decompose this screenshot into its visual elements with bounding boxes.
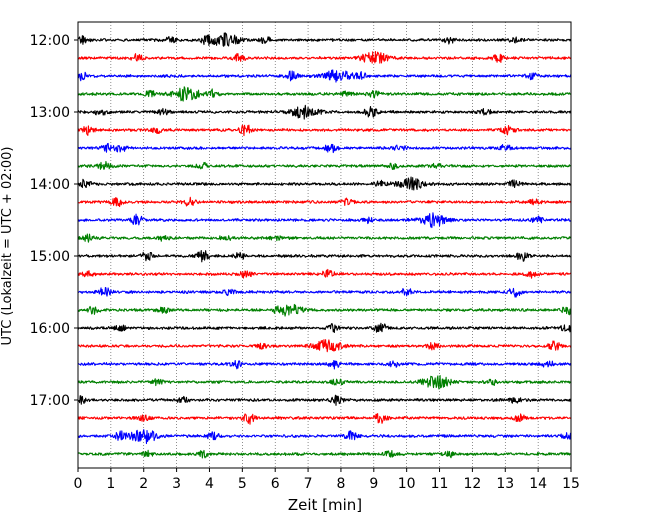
plot-frame bbox=[77, 21, 572, 469]
trace-1600 bbox=[77, 322, 572, 333]
y-tick-label: 13:00 bbox=[30, 105, 70, 121]
x-tick-label: 1 bbox=[106, 476, 115, 492]
trace-1530 bbox=[77, 286, 572, 298]
x-tick-label: 15 bbox=[562, 476, 580, 492]
trace-1230 bbox=[77, 69, 572, 83]
x-tick-label: 4 bbox=[205, 476, 214, 492]
x-tick-label: 11 bbox=[431, 476, 449, 492]
trace-1315 bbox=[77, 124, 572, 137]
x-tick-label: 8 bbox=[336, 476, 345, 492]
trace-1430 bbox=[77, 212, 572, 229]
trace-1415 bbox=[77, 196, 572, 208]
trace-1245 bbox=[77, 86, 572, 102]
trace-1615 bbox=[77, 339, 572, 353]
trace-1730 bbox=[77, 429, 572, 445]
seismic-traces bbox=[77, 32, 572, 459]
x-tick-label: 5 bbox=[238, 476, 247, 492]
y-axis-ticks: 12:00 13:00 14:00 15:00 16:00 17:00 bbox=[30, 33, 78, 409]
y-tick-label: 16:00 bbox=[30, 321, 70, 337]
y-tick-label: 15:00 bbox=[30, 249, 70, 265]
trace-1715 bbox=[77, 413, 572, 425]
trace-1700 bbox=[77, 394, 572, 406]
trace-1300 bbox=[77, 104, 572, 120]
trace-1645 bbox=[77, 375, 572, 390]
trace-1630 bbox=[77, 359, 572, 370]
x-tick-label: 7 bbox=[304, 476, 313, 492]
y-tick-label: 17:00 bbox=[30, 393, 70, 409]
x-tick-label: 12 bbox=[463, 476, 481, 492]
trace-1200 bbox=[77, 32, 572, 47]
x-tick-label: 9 bbox=[369, 476, 378, 492]
x-tick-label: 6 bbox=[271, 476, 280, 492]
x-tick-label: 0 bbox=[74, 476, 83, 492]
x-tick-label: 3 bbox=[172, 476, 181, 492]
trace-1215 bbox=[77, 50, 572, 64]
trace-1345 bbox=[77, 160, 572, 170]
vertical-grid bbox=[110, 22, 539, 468]
x-tick-label: 14 bbox=[529, 476, 547, 492]
y-axis-label: UTC (Lokalzeit = UTC + 02:00) bbox=[0, 147, 15, 346]
trace-1330 bbox=[77, 142, 572, 154]
trace-1745 bbox=[77, 449, 572, 459]
x-tick-label: 2 bbox=[139, 476, 148, 492]
trace-1445 bbox=[77, 233, 572, 243]
trace-1515 bbox=[77, 268, 572, 279]
x-axis-label: Zeit [min] bbox=[288, 496, 362, 514]
trace-1500 bbox=[77, 249, 572, 263]
trace-1400 bbox=[77, 176, 572, 191]
y-tick-label: 12:00 bbox=[30, 33, 70, 49]
y-tick-label: 14:00 bbox=[30, 177, 70, 193]
trace-1545 bbox=[77, 303, 572, 317]
x-tick-label: 10 bbox=[398, 476, 416, 492]
x-axis-ticks: 0 1 2 3 4 5 6 7 8 9 10 11 12 13 14 15 bbox=[74, 468, 580, 492]
x-tick-label: 13 bbox=[496, 476, 514, 492]
